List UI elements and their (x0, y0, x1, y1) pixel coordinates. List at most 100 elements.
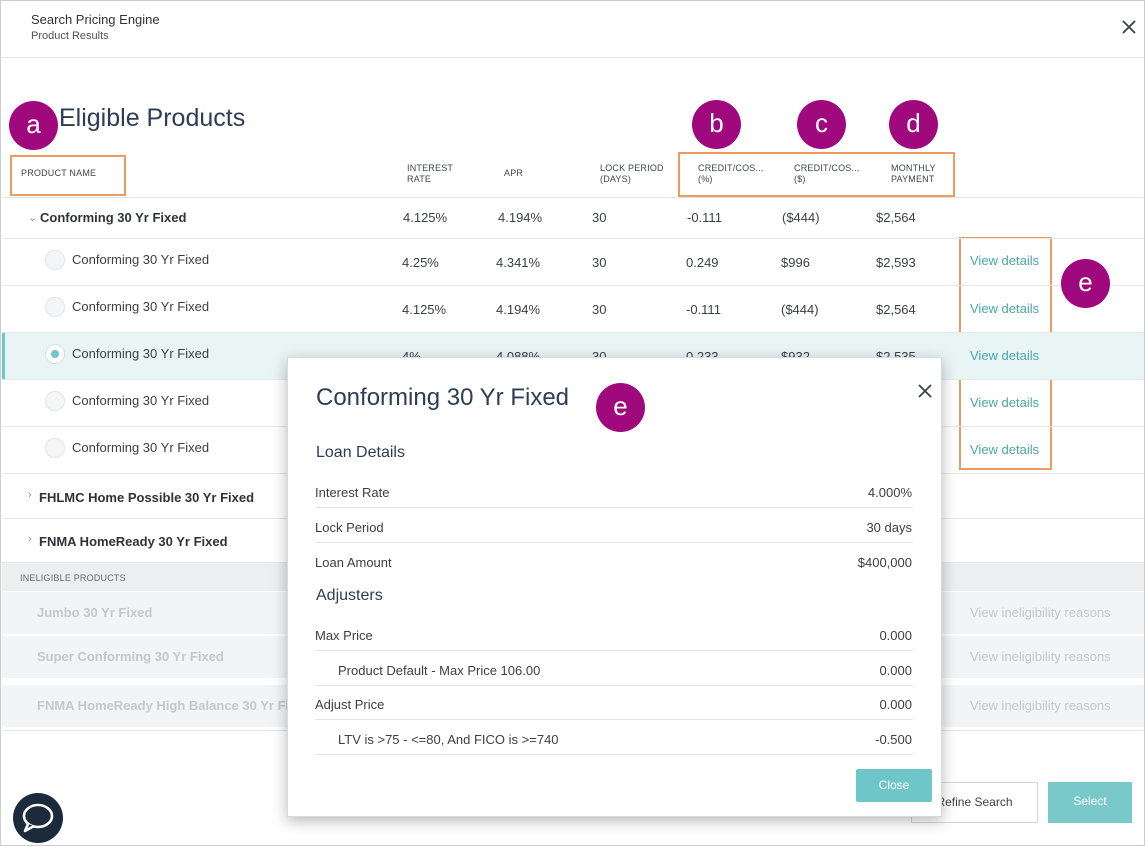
group-payment: $2,564 (876, 210, 916, 225)
window-subtitle: Product Results (31, 30, 109, 42)
col-header-interest-rate[interactable]: INTEREST RATE (407, 163, 454, 184)
group-lock: 30 (592, 210, 607, 225)
dialog-title: Conforming 30 Yr Fixed (316, 384, 570, 411)
ineligible-product-name: Jumbo 30 Yr Fixed (37, 605, 153, 620)
adjuster-value: -0.500 (875, 732, 912, 747)
adjuster-label: Max Price (315, 628, 373, 643)
product-credit-pct: 0.249 (686, 255, 719, 270)
table-row[interactable]: Conforming 30 Yr Fixed 4.125% 4.194% 30 … (2, 286, 1144, 333)
group-rate: 4.125% (403, 210, 448, 225)
ineligible-product-name: FNMA HomeReady High Balance 30 Yr Fi (37, 698, 290, 713)
product-name: Conforming 30 Yr Fixed (72, 393, 210, 408)
detail-row: Interest Rate 4.000% (315, 473, 913, 508)
col-header-lock-period[interactable]: LOCK PERIOD (DAYS) (600, 163, 664, 184)
group-apr: 4.194% (498, 210, 543, 225)
window-header: Search Pricing Engine Product Results (1, 1, 1144, 58)
ineligibility-reasons-link[interactable]: View ineligibility reasons (970, 649, 1111, 664)
col-header-monthly-payment[interactable]: MONTHLY PAYMENT (891, 163, 936, 184)
adjuster-label: Product Default - Max Price 106.00 (338, 663, 541, 678)
view-details-link[interactable]: View details (970, 395, 1040, 410)
product-credit-pct: -0.111 (686, 302, 721, 317)
detail-label: Loan Amount (315, 555, 392, 570)
col-header-credit-usd[interactable]: CREDIT/COS... ($) (794, 163, 860, 184)
chat-bubble-icon (22, 803, 54, 833)
row-radio[interactable] (45, 297, 65, 317)
adjusters-heading: Adjusters (316, 587, 383, 604)
ineligibility-reasons-link[interactable]: View ineligibility reasons (970, 605, 1111, 620)
window-title: Search Pricing Engine (31, 12, 160, 27)
product-payment: $2,593 (876, 255, 916, 270)
header-divider (2, 197, 1144, 198)
product-name: Conforming 30 Yr Fixed (72, 440, 210, 455)
col-header-apr[interactable]: APR (504, 168, 524, 178)
callout-a: a (9, 101, 58, 150)
callout-e-dialog: e (596, 383, 645, 432)
ineligibility-reasons-link[interactable]: View ineligibility reasons (970, 698, 1111, 713)
ineligible-product-name: Super Conforming 30 Yr Fixed (37, 649, 224, 664)
detail-row: Lock Period 30 days (315, 508, 913, 543)
adjuster-label: Adjust Price (315, 697, 385, 712)
dialog-close-icon[interactable] (916, 382, 934, 400)
detail-row: Loan Amount $400,000 (315, 543, 913, 578)
product-credit-usd: $996 (781, 255, 810, 270)
adjuster-row: Adjust Price 0.000 (315, 685, 913, 720)
table-row[interactable]: Conforming 30 Yr Fixed 4.25% 4.341% 30 0… (2, 239, 1144, 286)
callout-c: c (797, 100, 846, 149)
col-header-credit-pct[interactable]: CREDIT/COS... (%) (698, 163, 764, 184)
chevron-down-icon[interactable]: ⌄ (28, 212, 38, 224)
detail-label: Lock Period (315, 520, 384, 535)
detail-value: 30 days (866, 520, 912, 535)
product-name: Conforming 30 Yr Fixed (72, 299, 210, 314)
product-name: Conforming 30 Yr Fixed (72, 252, 210, 267)
section-title: Eligible Products (59, 104, 246, 132)
group-row-conforming[interactable]: ⌄ Conforming 30 Yr Fixed 4.125% 4.194% 3… (2, 197, 1144, 239)
adjuster-row: Max Price 0.000 (315, 616, 913, 651)
product-apr: 4.194% (496, 302, 541, 317)
row-radio[interactable] (45, 438, 65, 458)
dialog-close-button[interactable]: Close (856, 769, 932, 802)
callout-e: e (1061, 259, 1110, 308)
view-details-link[interactable]: View details (970, 442, 1040, 457)
close-icon[interactable] (1119, 17, 1139, 37)
view-details-link[interactable]: View details (970, 253, 1040, 268)
product-rate: 4.125% (402, 302, 447, 317)
row-radio[interactable] (45, 391, 65, 411)
product-details-dialog: Conforming 30 Yr Fixed e Loan Details In… (287, 357, 942, 817)
product-rate: 4.25% (402, 255, 439, 270)
adjuster-row: Product Default - Max Price 106.00 0.000 (315, 651, 913, 686)
callout-b: b (692, 100, 741, 149)
product-payment: $2,564 (876, 302, 916, 317)
group-credit-pct: -0.111 (687, 210, 722, 225)
group-name: FNMA HomeReady 30 Yr Fixed (39, 534, 228, 549)
chevron-right-icon[interactable]: › (28, 489, 32, 501)
view-details-link[interactable]: View details (970, 301, 1040, 316)
detail-label: Interest Rate (315, 485, 390, 500)
row-radio[interactable] (45, 250, 65, 270)
group-credit-usd: ($444) (782, 210, 820, 225)
product-credit-usd: ($444) (781, 302, 819, 317)
detail-value: 4.000% (867, 485, 912, 500)
highlight-product-name (10, 155, 126, 196)
adjuster-row: LTV is >75 - <=80, And FICO is >=740 -0.… (315, 720, 913, 755)
row-radio-selected[interactable] (45, 344, 65, 364)
callout-d: d (889, 100, 938, 149)
select-button[interactable]: Select (1048, 782, 1132, 823)
adjuster-value: 0.000 (879, 628, 912, 643)
adjuster-label: LTV is >75 - <=80, And FICO is >=740 (338, 732, 559, 747)
chevron-right-icon[interactable]: › (28, 533, 32, 545)
loan-details-heading: Loan Details (316, 444, 405, 461)
product-apr: 4.341% (496, 255, 541, 270)
chat-button[interactable] (13, 793, 63, 843)
col-header-product-name[interactable]: PRODUCT NAME (21, 168, 97, 178)
group-name: FHLMC Home Possible 30 Yr Fixed (39, 490, 255, 505)
highlight-cost-columns (678, 152, 955, 197)
product-lock: 30 (592, 255, 607, 270)
adjuster-value: 0.000 (879, 697, 912, 712)
ineligible-label: INELIGIBLE PRODUCTS (20, 573, 126, 583)
detail-value: $400,000 (857, 555, 912, 570)
view-details-link[interactable]: View details (970, 348, 1040, 363)
product-name: Conforming 30 Yr Fixed (72, 346, 210, 361)
adjuster-value: 0.000 (879, 663, 912, 678)
group-name: Conforming 30 Yr Fixed (40, 210, 187, 225)
